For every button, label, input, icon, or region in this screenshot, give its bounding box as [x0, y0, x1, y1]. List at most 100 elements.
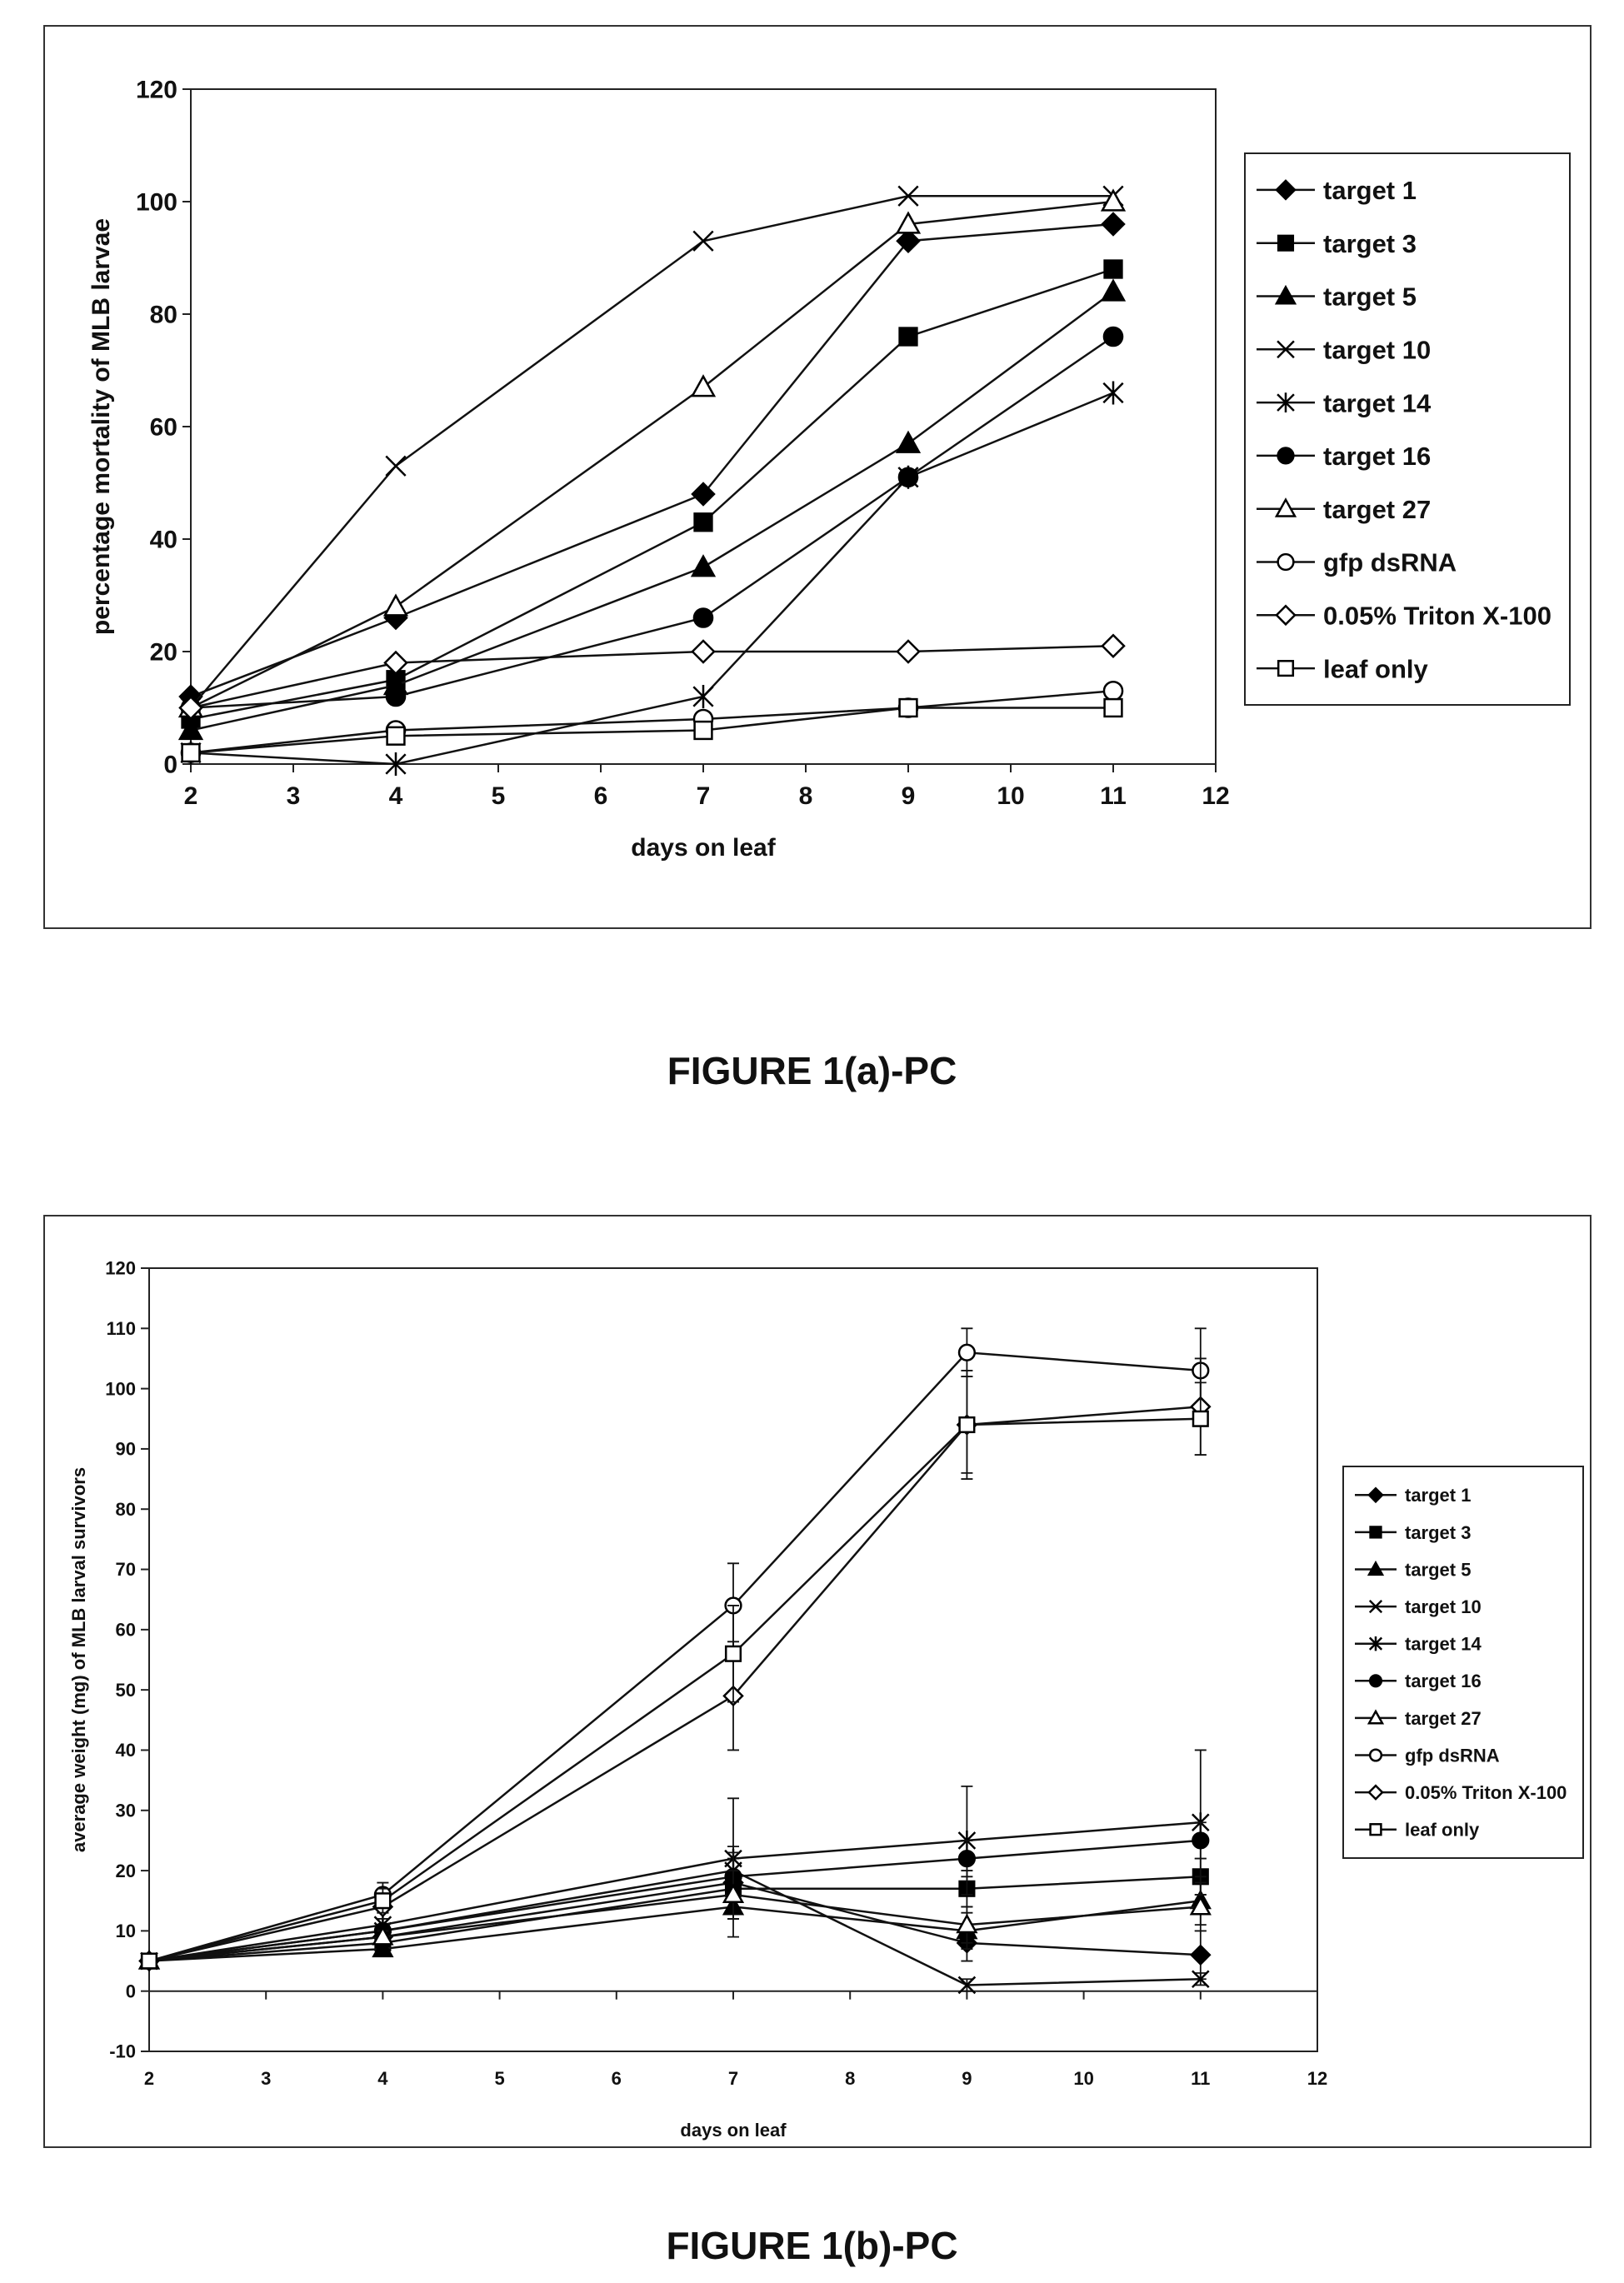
chart-1b: -10 0 10 20 30 40 50 60 70 80 90 100 110 120 2 3 4 5 6 7 8 9 1…	[45, 1216, 1593, 2150]
chart-1a-legend-label: target 14	[1323, 388, 1432, 417]
chart-1a-legend-label: target 27	[1323, 495, 1431, 524]
chart-1a-legend-label: leaf only	[1323, 654, 1429, 683]
chart-1b-legend-label: target 27	[1405, 1708, 1482, 1729]
chart-1b-x-tick-label: 11	[1191, 2068, 1210, 2089]
chart-1b-legend-label: target 5	[1405, 1559, 1471, 1580]
chart-1a-point-leaf-only	[387, 727, 405, 745]
chart-1b-legend: target 1 target 3 target 5 target 10 target …	[1343, 1466, 1583, 1858]
chart-1b-legend-label: target 16	[1405, 1671, 1482, 1691]
chart-1b-legend-marker	[1370, 1750, 1382, 1761]
chart-1b-legend-label: gfp dsRNA	[1405, 1745, 1500, 1766]
chart-1b-x-tick-label: 7	[728, 2068, 738, 2089]
chart-1b-y-tick-label: 100	[105, 1378, 136, 1399]
chart-1a-x-tick-label: 12	[1202, 782, 1229, 810]
chart-1a-legend-marker	[1278, 554, 1294, 570]
chart-1a-x-axis-label: days on leaf	[631, 834, 776, 862]
chart-1b-legend-label: target 1	[1405, 1485, 1471, 1506]
chart-1a-y-tick-label: 20	[150, 639, 177, 667]
chart-1b-point-gfp-dsrna	[959, 1345, 975, 1361]
chart-1b-point-target-16	[959, 1851, 975, 1866]
chart-1a-point-target-16	[387, 687, 405, 706]
chart-1b-point-target-16	[1192, 1833, 1208, 1849]
chart-1b-point-leaf-only	[726, 1646, 741, 1661]
chart-1a-legend-label: target 1	[1323, 176, 1417, 205]
chart-1b-y-tick-label: 20	[116, 1861, 136, 1881]
chart-1b-x-tick-label: 4	[377, 2068, 388, 2089]
chart-1a-y-tick-label: 60	[150, 414, 177, 442]
chart-1a-legend-label: target 3	[1323, 229, 1417, 258]
chart-1b-y-tick-label: 70	[116, 1559, 136, 1580]
chart-1b-point-leaf-only	[1193, 1411, 1208, 1426]
chart-1a-x-tick-label: 3	[287, 782, 301, 810]
chart-1a-point-target-3	[900, 328, 917, 346]
chart-1b-legend-marker	[1371, 1824, 1382, 1835]
chart-1a: 02040608010012023456789101112days on lea…	[45, 27, 1593, 931]
chart-1a-x-tick-label: 9	[902, 782, 916, 810]
chart-1a-x-tick-label: 7	[697, 782, 711, 810]
chart-1b-point-leaf-only	[142, 1954, 157, 1969]
chart-1b-x-tick-label: 3	[261, 2068, 271, 2089]
figure-1b-caption: FIGURE 1(b)-PC	[0, 2223, 1624, 2268]
chart-1b-legend-label: target 14	[1405, 1634, 1482, 1655]
chart-1a-legend-marker	[1278, 236, 1293, 251]
chart-1a-point-leaf-only	[182, 744, 200, 762]
figure-1a-caption: FIGURE 1(a)-PC	[0, 1048, 1624, 1093]
chart-1a-legend-label: 0.05% Triton X-100	[1323, 601, 1552, 630]
chart-1a-legend-label: target 10	[1323, 335, 1431, 364]
chart-1b-x-tick-label: 9	[962, 2068, 972, 2089]
chart-1b-y-tick-label: 30	[116, 1800, 136, 1821]
chart-1a-legend-marker	[1278, 448, 1294, 464]
chart-1a-x-tick-label: 5	[492, 782, 506, 810]
chart-1a-x-tick-label: 4	[389, 782, 403, 810]
chart-1a-point-target-16	[1104, 327, 1122, 346]
chart-1b-y-tick-label: 40	[116, 1740, 136, 1761]
chart-1a-point-leaf-only	[695, 722, 712, 739]
chart-1a-point-leaf-only	[900, 699, 917, 717]
chart-1a-point-target-16	[694, 608, 712, 627]
chart-1b-x-tick-label: 2	[144, 2068, 154, 2089]
chart-1a-y-tick-label: 100	[136, 189, 177, 217]
chart-1a-x-tick-label: 2	[184, 782, 198, 810]
chart-1b-point-leaf-only	[376, 1893, 391, 1908]
chart-1a-point-gfp-dsrna	[1104, 682, 1122, 700]
chart-1b-legend-label: target 10	[1405, 1596, 1482, 1617]
chart-1a-x-tick-label: 6	[594, 782, 608, 810]
chart-1a-legend-label: gfp dsRNA	[1323, 548, 1457, 577]
chart-1b-y-tick-label: 90	[116, 1439, 136, 1460]
chart-1b-legend-label: leaf only	[1405, 1820, 1480, 1841]
chart-1b-y-tick-label: 50	[116, 1680, 136, 1701]
chart-1b-y-tick-label: 80	[116, 1499, 136, 1520]
chart-1a-legend: target 1 target 3 target 5 target 10 target …	[1245, 153, 1570, 705]
chart-1b-legend-label: target 3	[1405, 1522, 1471, 1543]
chart-1b-x-tick-label: 10	[1073, 2068, 1093, 2089]
chart-1a-frame: 02040608010012023456789101112days on lea…	[43, 25, 1592, 929]
chart-1b-x-axis-label: days on leaf	[680, 2120, 787, 2141]
chart-1a-point-target-3	[1105, 261, 1122, 278]
chart-1a-point-leaf-only	[1105, 699, 1122, 717]
chart-1a-x-tick-label: 10	[997, 782, 1024, 810]
chart-1a-point-target-3	[695, 513, 712, 531]
chart-1b-legend-marker	[1371, 1527, 1382, 1538]
chart-1a-legend-marker	[1278, 661, 1293, 676]
chart-1b-y-tick-label: 0	[126, 1981, 136, 2001]
chart-1a-legend-label: target 16	[1323, 442, 1431, 471]
chart-1b-legend-marker	[1370, 1676, 1382, 1687]
chart-1b-point-leaf-only	[960, 1417, 975, 1432]
chart-1a-legend-label: target 5	[1323, 282, 1417, 312]
chart-1b-legend-label: 0.05% Triton X-100	[1405, 1782, 1567, 1803]
chart-1b-x-tick-label: 8	[845, 2068, 855, 2089]
chart-1b-y-tick-label: 120	[105, 1258, 136, 1279]
chart-1b-frame: -10 0 10 20 30 40 50 60 70 80 90 100 110 120 2 3 4 5 6 7 8 9 1…	[43, 1215, 1592, 2148]
chart-1b-x-tick-label: 6	[612, 2068, 622, 2089]
chart-1a-y-tick-label: 40	[150, 527, 177, 554]
chart-1a-x-tick-label: 11	[1100, 782, 1127, 810]
chart-1b-y-tick-label: -10	[109, 2041, 136, 2062]
chart-1b-y-axis-label: average weight (mg) of MLB larval surviv…	[68, 1467, 89, 1852]
chart-1b-x-tick-label: 12	[1307, 2068, 1327, 2089]
chart-1a-y-tick-label: 80	[150, 302, 177, 329]
chart-1b-y-tick-label: 110	[107, 1318, 137, 1339]
chart-1b-x-tick-label: 5	[494, 2068, 504, 2089]
chart-1a-x-tick-label: 8	[799, 782, 813, 810]
chart-1b-y-tick-label: 60	[116, 1620, 136, 1641]
chart-1b-y-tick-label: 10	[116, 1921, 136, 1941]
